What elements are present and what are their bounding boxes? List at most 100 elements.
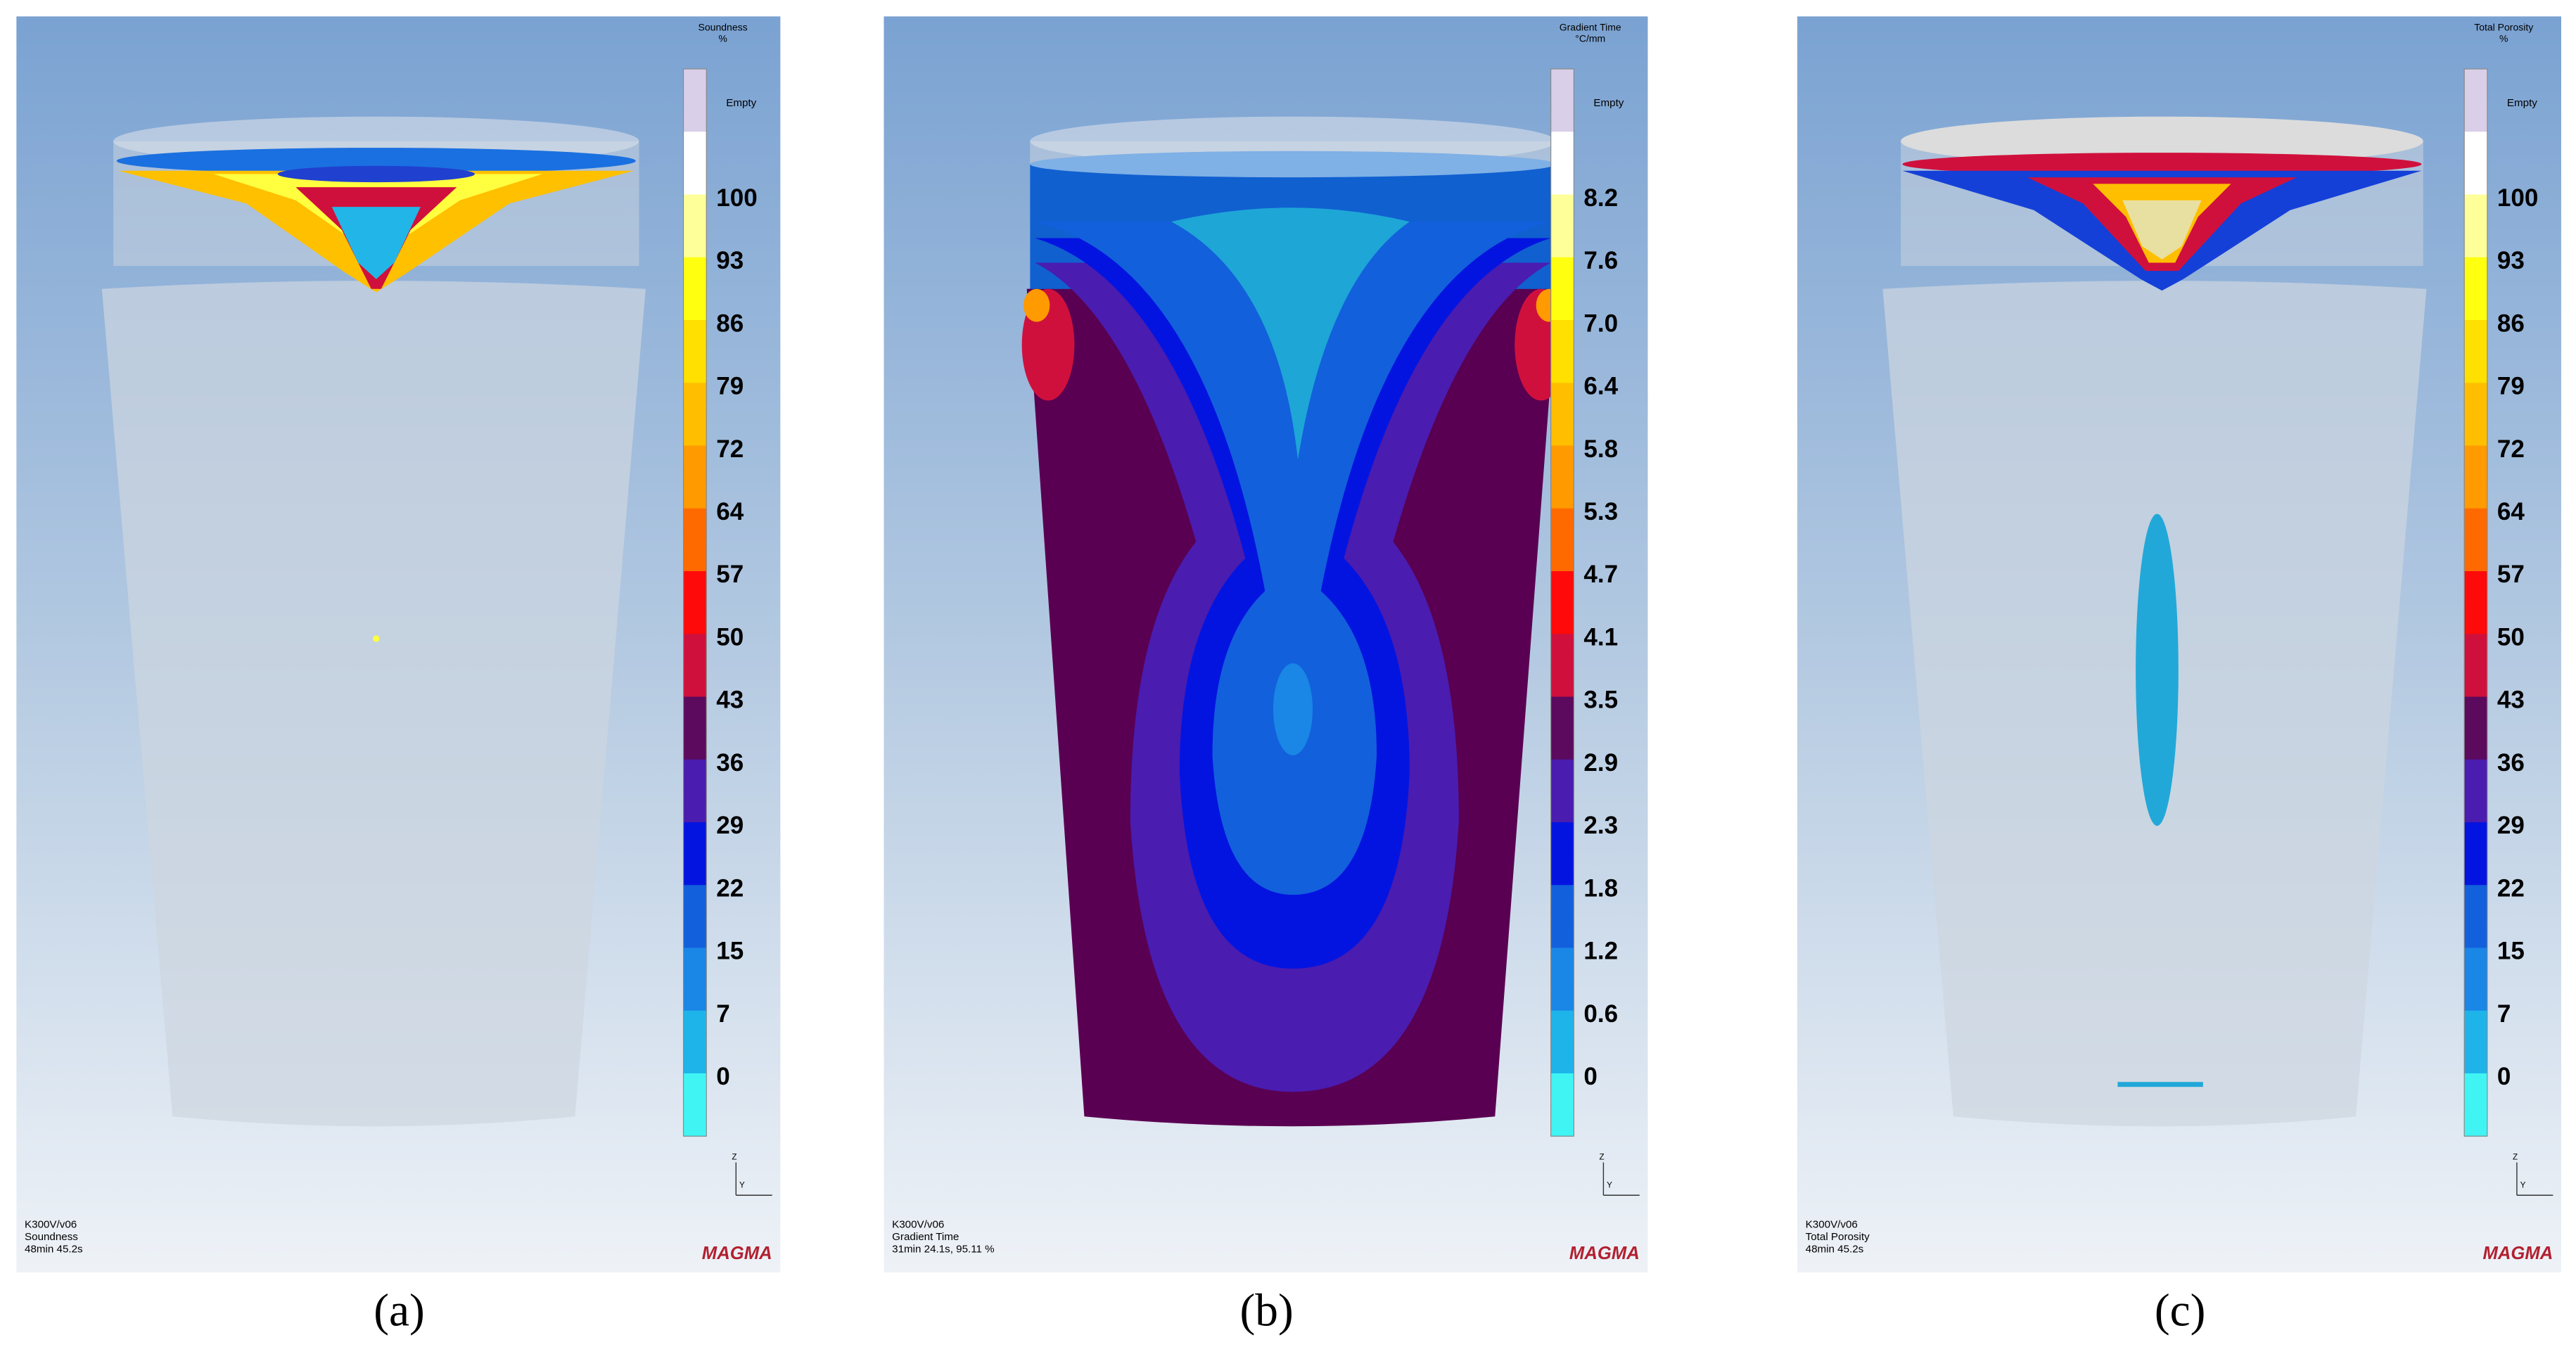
riser-cap: [1030, 151, 1556, 178]
colorbar-segment: [683, 69, 707, 132]
scale-label: 72: [2497, 435, 2525, 463]
colorbar-segment: [1550, 822, 1574, 886]
colorbar-segment: [2464, 885, 2487, 949]
colorbar-segment: [2464, 759, 2487, 823]
scale-label: 100: [2497, 184, 2538, 212]
scale-label: 4.1: [1583, 624, 1618, 651]
band-mid: [1035, 222, 1551, 895]
scale-label: 15: [2497, 938, 2525, 965]
scale-label: 36: [716, 749, 744, 777]
colorbar-segment: [2464, 822, 2487, 886]
scale-label: 50: [716, 624, 744, 651]
panel: Gradient Time°C/mmEmpty8.27.67.06.45.85.…: [884, 16, 1648, 1272]
scale-label: 57: [716, 561, 744, 588]
scale-label: 86: [2497, 309, 2525, 337]
scale-label: 100: [716, 184, 757, 212]
scale-label: 29: [2497, 812, 2525, 839]
colorbar-segment: [1550, 194, 1574, 258]
colorbar-segment: [683, 759, 707, 823]
cyan-line: [2117, 1082, 2203, 1087]
panel: Soundness% Empty 100 93 86 79 72 64 57 50 43 36 29 22…: [16, 16, 781, 1272]
colorbar-segment: [2464, 571, 2487, 634]
colorbar-segment: [1550, 634, 1574, 698]
scale-label: 43: [2497, 687, 2525, 714]
axis-label: Y: [739, 1180, 745, 1189]
spot: [373, 635, 380, 642]
footer-line: Gradient Time: [892, 1231, 959, 1243]
colorbar-segment: [1550, 696, 1574, 760]
scale-label: 3.5: [1583, 687, 1618, 714]
footer-line: Soundness: [25, 1231, 78, 1243]
scale-label: 64: [2497, 498, 2525, 525]
colorbar-segment: [683, 320, 707, 383]
caption: (b): [1240, 1286, 1294, 1336]
scale-label: 7: [716, 1000, 729, 1028]
colorbar-segment: [2464, 947, 2487, 1011]
colorbar-segment: [683, 445, 707, 509]
scale-label: 0: [716, 1063, 729, 1090]
colorbar-segment: [683, 947, 707, 1011]
axis-label: Z: [732, 1153, 737, 1162]
axis-label: Z: [1600, 1153, 1605, 1162]
colorbar-segment: [683, 1073, 707, 1137]
cyan-core: [2136, 513, 2179, 826]
scale-label: 6.4: [1583, 373, 1618, 400]
colorbar-segment: [683, 634, 707, 698]
colorbar-segment: [2464, 696, 2487, 760]
colorbar-segment: [1550, 1073, 1574, 1137]
colorbar-segment: [2464, 132, 2487, 196]
scale-label: 0: [2497, 1063, 2511, 1090]
colorbar-segment: [683, 194, 707, 258]
colorbar-segment: [683, 257, 707, 321]
scale-label: 64: [716, 498, 744, 525]
scale-label: 86: [716, 309, 744, 337]
caption: (a): [374, 1286, 425, 1336]
scale-label: 1.2: [1583, 938, 1618, 965]
scale-label: 79: [716, 373, 744, 400]
colorbar-segment: [2464, 634, 2487, 698]
legend-unit: °C/mm: [1575, 33, 1605, 44]
colorbar-segment: [1550, 69, 1574, 132]
empty-label: Empty: [726, 97, 756, 109]
axis-label: Z: [2513, 1153, 2518, 1162]
colorbar-frame: [682, 68, 707, 1137]
colorbar-segment: [683, 132, 707, 196]
colorbar-segment: [1550, 947, 1574, 1011]
footer-line: 48min 45.2s: [1806, 1243, 1864, 1255]
caption: (c): [2155, 1286, 2206, 1336]
colorbar-segment: [1550, 885, 1574, 949]
scale-label: 5.3: [1583, 498, 1618, 525]
logo: MAGMA: [1569, 1244, 1640, 1263]
colorbar-segment: [683, 508, 707, 572]
colorbar-segment: [2464, 194, 2487, 258]
footer-line: 48min 45.2s: [25, 1243, 83, 1255]
scale-label: 79: [2497, 373, 2525, 400]
scale-label: 7.0: [1583, 309, 1618, 337]
logo: MAGMA: [2482, 1244, 2553, 1263]
legend-title: Soundness: [699, 21, 748, 32]
panel: Total Porosity% Empty 100 93 86 79 72 64 57 50 43 3…: [1797, 16, 2561, 1272]
colorbar-segment: [1550, 132, 1574, 196]
footer-line: Total Porosity: [1806, 1231, 1870, 1243]
colorbar-segment: [1550, 320, 1574, 383]
logo: MAGMA: [702, 1244, 772, 1263]
scale-label: 43: [716, 687, 744, 714]
scale-label: 29: [716, 812, 744, 839]
scale-label: 22: [2497, 874, 2525, 902]
scale-label: 93: [2497, 247, 2525, 274]
zone-cyan: [331, 207, 421, 279]
colorbar-segment: [683, 571, 707, 634]
footer-line: K300V/v06: [892, 1218, 944, 1230]
colorbar-segment: [2464, 257, 2487, 321]
scale-label: 36: [2497, 749, 2525, 777]
scale-label: 72: [716, 435, 744, 463]
legend-title: Gradient Time: [1560, 21, 1621, 32]
colorbar-segment: [2464, 1073, 2487, 1137]
colorbar-segment: [1550, 383, 1574, 447]
footer-line: K300V/v06: [25, 1218, 77, 1230]
colorbar-frame: [2463, 68, 2488, 1137]
scale-label: 15: [716, 938, 744, 965]
cap-band-red: [1902, 153, 2422, 176]
scale-label: 22: [716, 874, 744, 902]
